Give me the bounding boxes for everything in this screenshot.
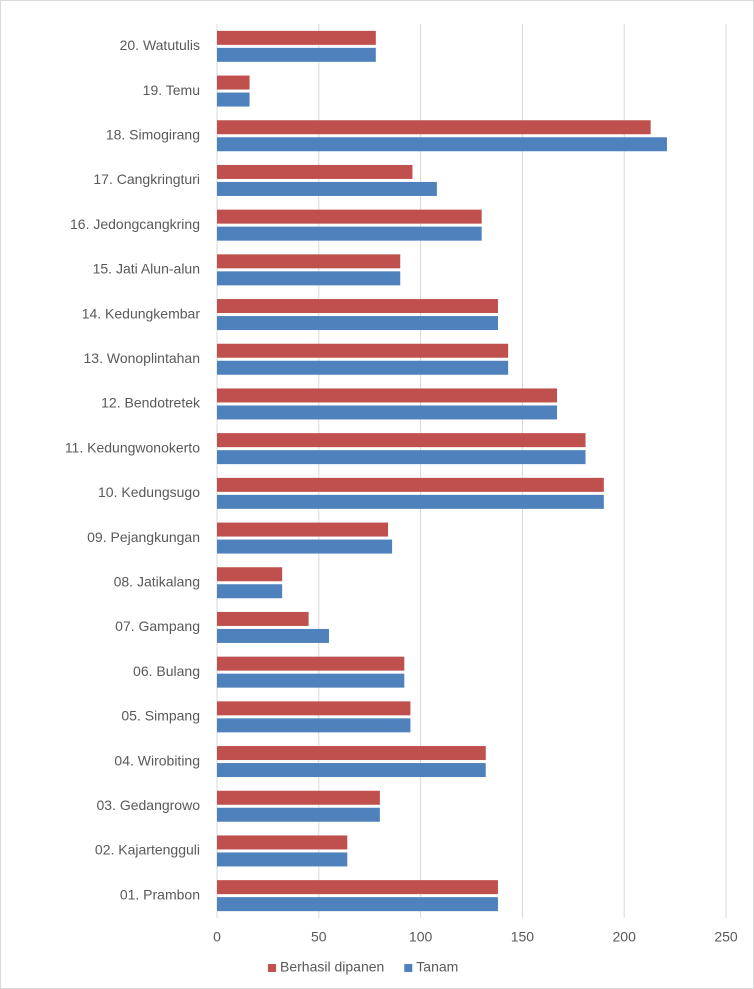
bar [217, 433, 586, 448]
y-tick-label: 18. Simogirang [106, 126, 200, 142]
bar [217, 137, 667, 152]
bar [217, 360, 509, 375]
bar [217, 299, 498, 314]
x-tick-label: 100 [409, 929, 433, 945]
x-tick-label: 50 [311, 929, 327, 945]
bar [217, 271, 401, 286]
y-tick-label: 04. Wirobiting [114, 752, 200, 768]
bar [217, 567, 283, 582]
bar [217, 897, 498, 912]
bar [217, 30, 376, 45]
bar [217, 209, 482, 224]
bar [217, 47, 376, 62]
bar [217, 181, 437, 196]
bar [217, 835, 348, 850]
y-tick-label: 13. Wonoplintahan [84, 350, 201, 366]
bar [217, 388, 558, 403]
bar [217, 343, 509, 358]
bar [217, 75, 250, 90]
bar [217, 880, 498, 895]
legend-label: Berhasil dipanen [280, 959, 384, 975]
y-tick-label: 16. Jedongcangkring [70, 216, 200, 232]
bar [217, 316, 498, 331]
bar [217, 522, 389, 537]
x-tick-label: 200 [613, 929, 637, 945]
x-tick-label: 0 [213, 929, 221, 945]
bar [217, 92, 250, 107]
y-tick-label: 03. Gedangrowo [96, 797, 200, 813]
y-tick-label: 06. Bulang [133, 663, 200, 679]
legend-swatch [404, 964, 413, 972]
bar [217, 807, 380, 822]
bar [217, 611, 309, 626]
bar [217, 450, 586, 465]
bar [217, 656, 405, 671]
y-tick-label: 05. Simpang [121, 708, 200, 724]
y-tick-label: 17. Cangkringturi [93, 171, 200, 187]
y-tick-label: 15. Jati Alun-alun [93, 261, 200, 277]
bar [217, 494, 604, 509]
bar [217, 254, 401, 269]
bar [217, 226, 482, 241]
legend-label: Tanam [416, 959, 458, 975]
bar [217, 701, 411, 716]
y-tick-label: 07. Gampang [115, 618, 200, 634]
y-tick-label: 14. Kedungkembar [82, 305, 201, 321]
y-tick-label: 11. Kedungwonokerto [65, 439, 200, 455]
y-tick-label: 10. Kedungsugo [98, 484, 200, 500]
y-tick-label: 08. Jatikalang [114, 573, 200, 589]
y-tick-label: 12. Bendotretek [101, 395, 201, 411]
bar [217, 120, 651, 135]
bar [217, 746, 486, 761]
bar [217, 539, 393, 554]
bar [217, 164, 413, 179]
bar [217, 852, 348, 867]
x-tick-label: 150 [511, 929, 535, 945]
y-tick-label: 01. Prambon [120, 886, 200, 902]
bar [217, 718, 411, 733]
bar [217, 628, 329, 643]
bar [217, 763, 486, 778]
bar [217, 790, 380, 805]
bar [217, 584, 283, 599]
bar [217, 405, 558, 420]
bar [217, 477, 604, 492]
bar [217, 673, 405, 688]
x-tick-label: 250 [714, 929, 738, 945]
legend-swatch [268, 964, 276, 972]
y-tick-label: 20. Watutulis [120, 37, 200, 53]
y-tick-label: 19. Temu [143, 82, 200, 98]
y-tick-label: 02. Kajartengguli [95, 842, 200, 858]
y-tick-label: 09. Pejangkungan [87, 529, 200, 545]
